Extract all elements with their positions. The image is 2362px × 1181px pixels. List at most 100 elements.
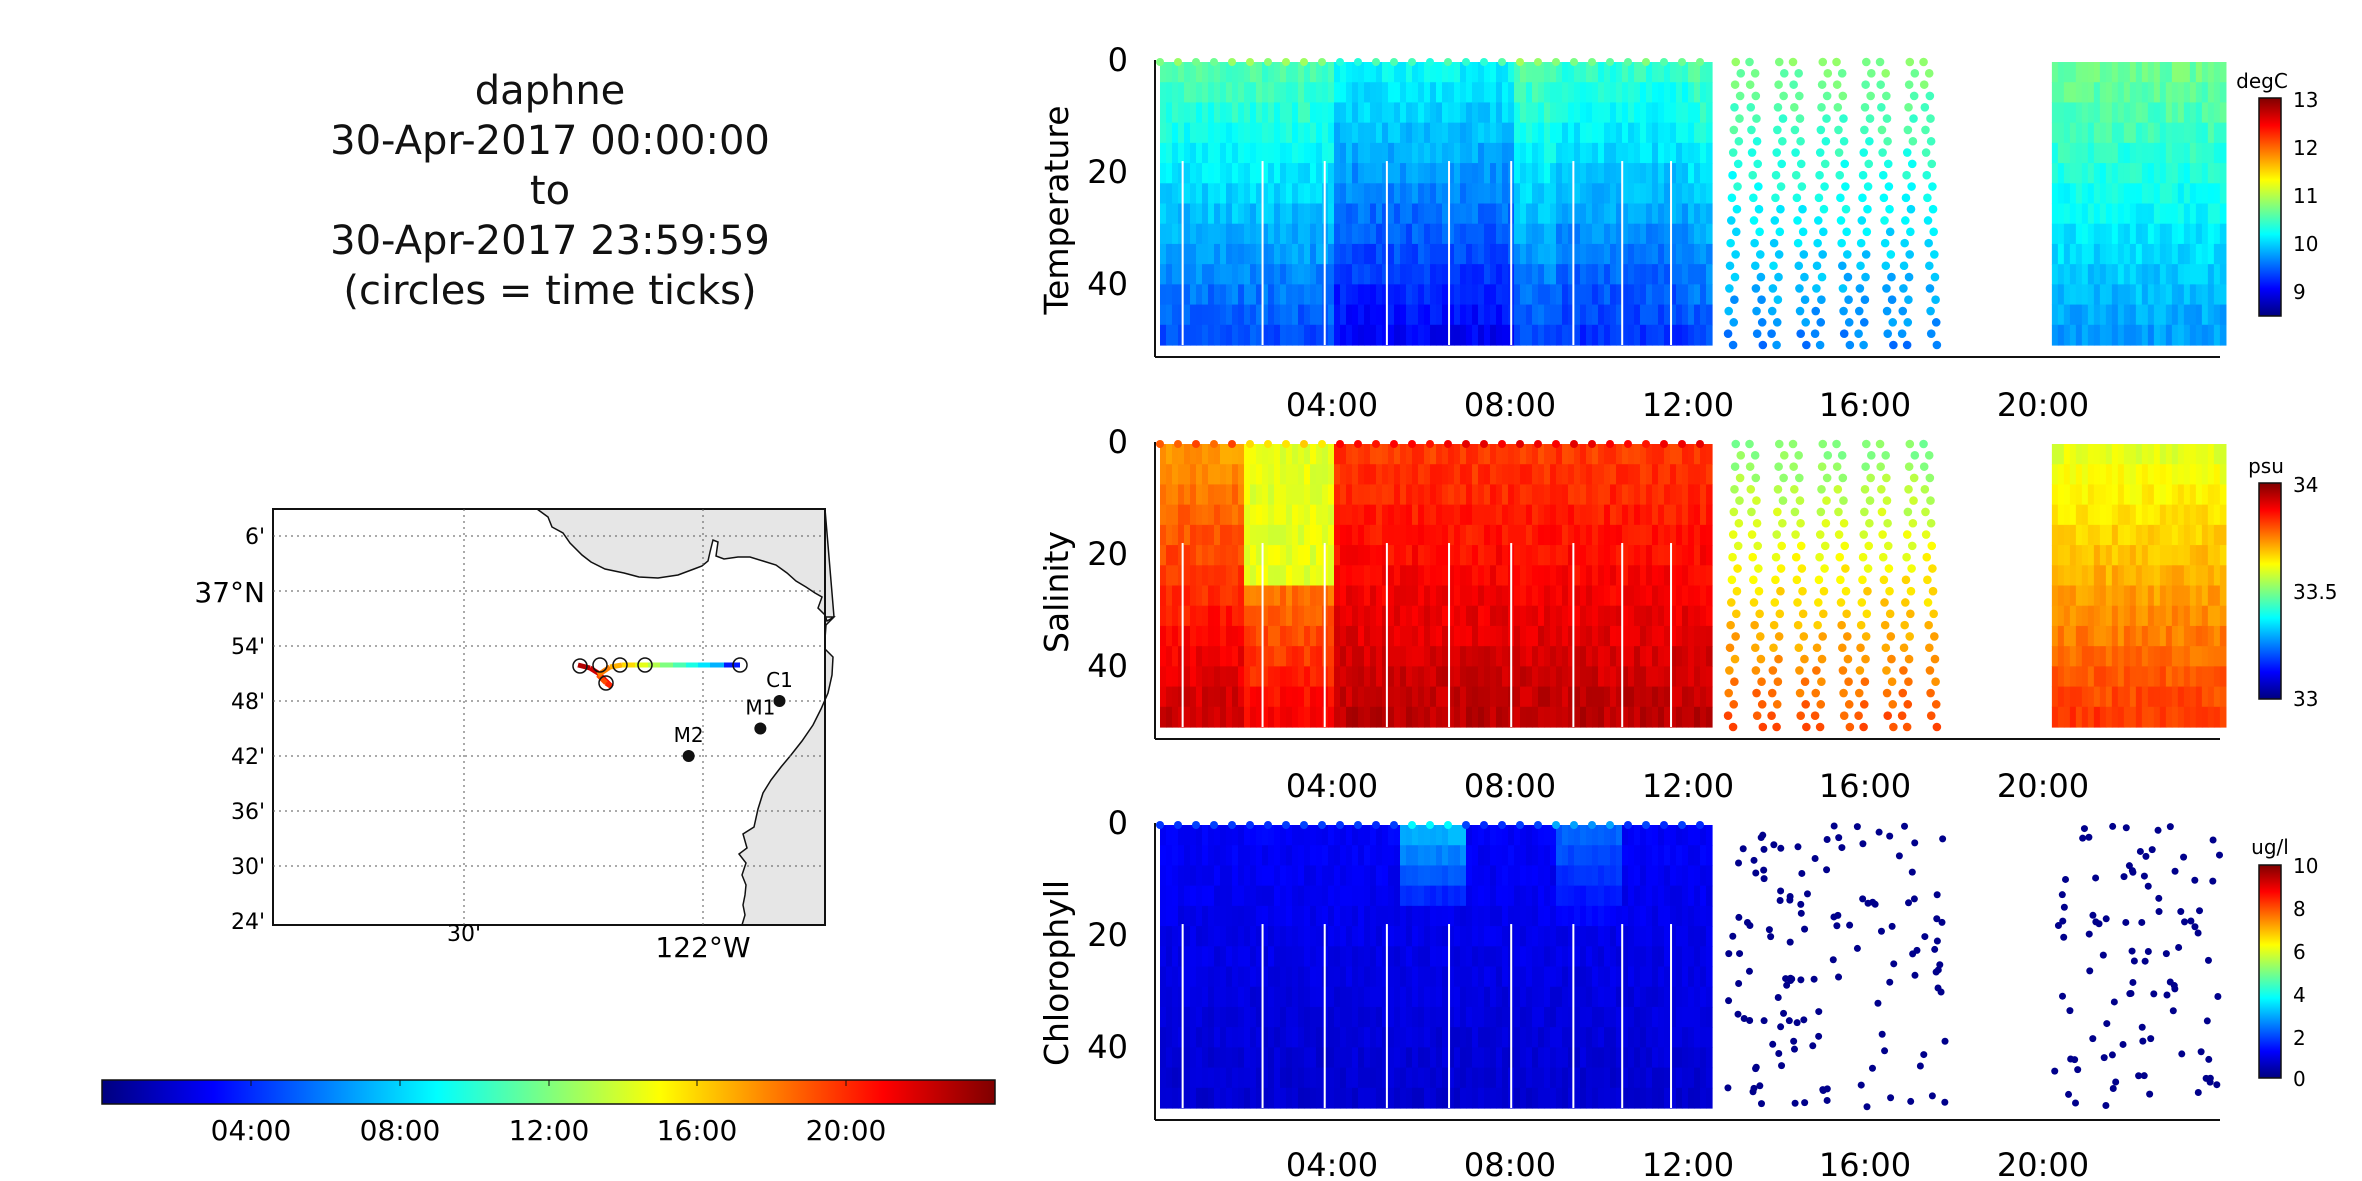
curtain-cell	[1292, 625, 1299, 647]
curtain-cell	[1352, 484, 1359, 506]
mooring-label: M2	[674, 723, 704, 747]
curtain-cell	[1172, 264, 1179, 285]
curtain-cell	[1538, 223, 1545, 245]
curtain-cell	[2081, 122, 2089, 144]
curtain-cell	[1520, 142, 1527, 164]
curtain-cell	[1592, 324, 1599, 346]
yo-profile-dot	[1925, 261, 1934, 271]
curtain-cell	[1412, 1006, 1419, 1028]
curtain-cell	[1502, 545, 1509, 566]
curtain-cell	[1628, 142, 1635, 164]
curtain-cell	[1370, 905, 1377, 927]
curtain-cell	[1166, 946, 1173, 968]
curtain-cell	[1442, 102, 1449, 124]
curtain-cell	[2195, 62, 2203, 83]
yo-profile-dot	[1905, 632, 1914, 641]
curtain-cell	[2093, 324, 2101, 346]
curtain-cell	[2159, 625, 2167, 647]
curtain-cell	[1514, 605, 1521, 627]
curtain-cell	[1202, 1047, 1209, 1069]
curtain-cell	[1298, 625, 1305, 647]
curtain-cell	[1448, 324, 1455, 346]
curtain-cell	[1514, 524, 1521, 546]
curtain-cell	[1268, 666, 1275, 688]
curtain-cell	[1394, 62, 1401, 83]
yo-profile-dot	[1751, 666, 1761, 675]
curtain-cell	[1562, 102, 1569, 124]
curtain-cell	[1412, 62, 1419, 83]
curtain-cell	[1286, 565, 1293, 587]
surface-dot	[1516, 58, 1524, 66]
yo-profile-dot	[1880, 216, 1889, 225]
curtain-cell	[1268, 625, 1275, 647]
curtain-cell	[1232, 565, 1239, 587]
curtain-cell	[1610, 62, 1617, 83]
curtain-cell	[1544, 304, 1551, 326]
yo-profile-dot	[1774, 57, 1784, 67]
yo-profile-dot	[1731, 439, 1741, 449]
curtain-cell	[1448, 102, 1455, 124]
curtain-cell	[1232, 966, 1239, 988]
curtain-cell	[1256, 585, 1263, 607]
curtain-cell	[1202, 666, 1209, 688]
curtain-cell	[2105, 605, 2113, 627]
curtain-cell	[1520, 686, 1527, 708]
curtain-cell	[1394, 163, 1401, 184]
yo-profile-dot	[1902, 530, 1912, 539]
curtain-cell	[1376, 304, 1383, 326]
curtain-cell	[1706, 646, 1713, 667]
curtain-cell	[1232, 223, 1239, 245]
map-lon-label-30: 30'	[447, 922, 481, 947]
curtain-cell	[1628, 545, 1635, 566]
curtain-cell	[1184, 646, 1191, 667]
curtain-cell	[1484, 686, 1491, 708]
curtain-cell	[1448, 605, 1455, 627]
curtain-cell	[1676, 183, 1683, 205]
curtain-cell	[1466, 1006, 1473, 1028]
curtain-cell	[1388, 845, 1395, 867]
curtain-cell	[1238, 865, 1245, 887]
curtain-gap	[1385, 543, 1388, 727]
curtain-cell	[1646, 605, 1653, 627]
curtain-cell	[1658, 284, 1665, 306]
yo-profile-dot	[1795, 91, 1804, 101]
curtain-cell	[1460, 825, 1467, 846]
curtain-cell	[1382, 825, 1389, 846]
curtain-cell	[2183, 625, 2191, 647]
curtain-cell	[2147, 102, 2155, 124]
yo-profile-dot	[1745, 439, 1754, 449]
curtain-cell	[1550, 885, 1557, 907]
curtain-cell	[1238, 845, 1245, 867]
curtain-cell	[2063, 324, 2071, 346]
curtain-cell	[1454, 102, 1461, 124]
curtain-cell	[1394, 1067, 1401, 1089]
curtain-cell	[1430, 646, 1437, 667]
curtain-cell	[1166, 585, 1173, 607]
curtain-cell	[1310, 986, 1317, 1008]
curtain-cell	[1616, 122, 1623, 144]
curtain-cell	[2051, 585, 2059, 607]
curtain-cell	[1586, 585, 1593, 607]
yo-profile-dot	[1747, 530, 1757, 539]
curtain-cell	[1526, 825, 1533, 846]
curtain-cell	[1688, 504, 1695, 526]
yo-profile-dot	[1854, 306, 1864, 316]
curtain-cell	[1640, 625, 1647, 647]
curtain-cell	[1568, 545, 1575, 566]
curtain-cell	[1520, 1047, 1527, 1069]
yo-profile-dot	[1838, 666, 1848, 675]
curtain-cell	[1622, 122, 1629, 144]
curtain-cell	[1472, 1087, 1479, 1109]
curtain-cell	[1574, 524, 1581, 546]
curtain-cell	[1544, 865, 1551, 887]
curtain-cell	[1256, 885, 1263, 907]
curtain-cell	[1286, 464, 1293, 486]
yo-profile-dot	[1753, 159, 1763, 169]
curtain-cell	[1220, 223, 1227, 245]
curtain-cell	[1448, 706, 1455, 728]
curtain-cell	[1202, 1027, 1209, 1048]
curtain-cell	[1658, 243, 1665, 265]
curtain-cell	[1298, 1047, 1305, 1069]
surface-dot	[1552, 440, 1560, 448]
curtain-cell	[1244, 946, 1251, 968]
